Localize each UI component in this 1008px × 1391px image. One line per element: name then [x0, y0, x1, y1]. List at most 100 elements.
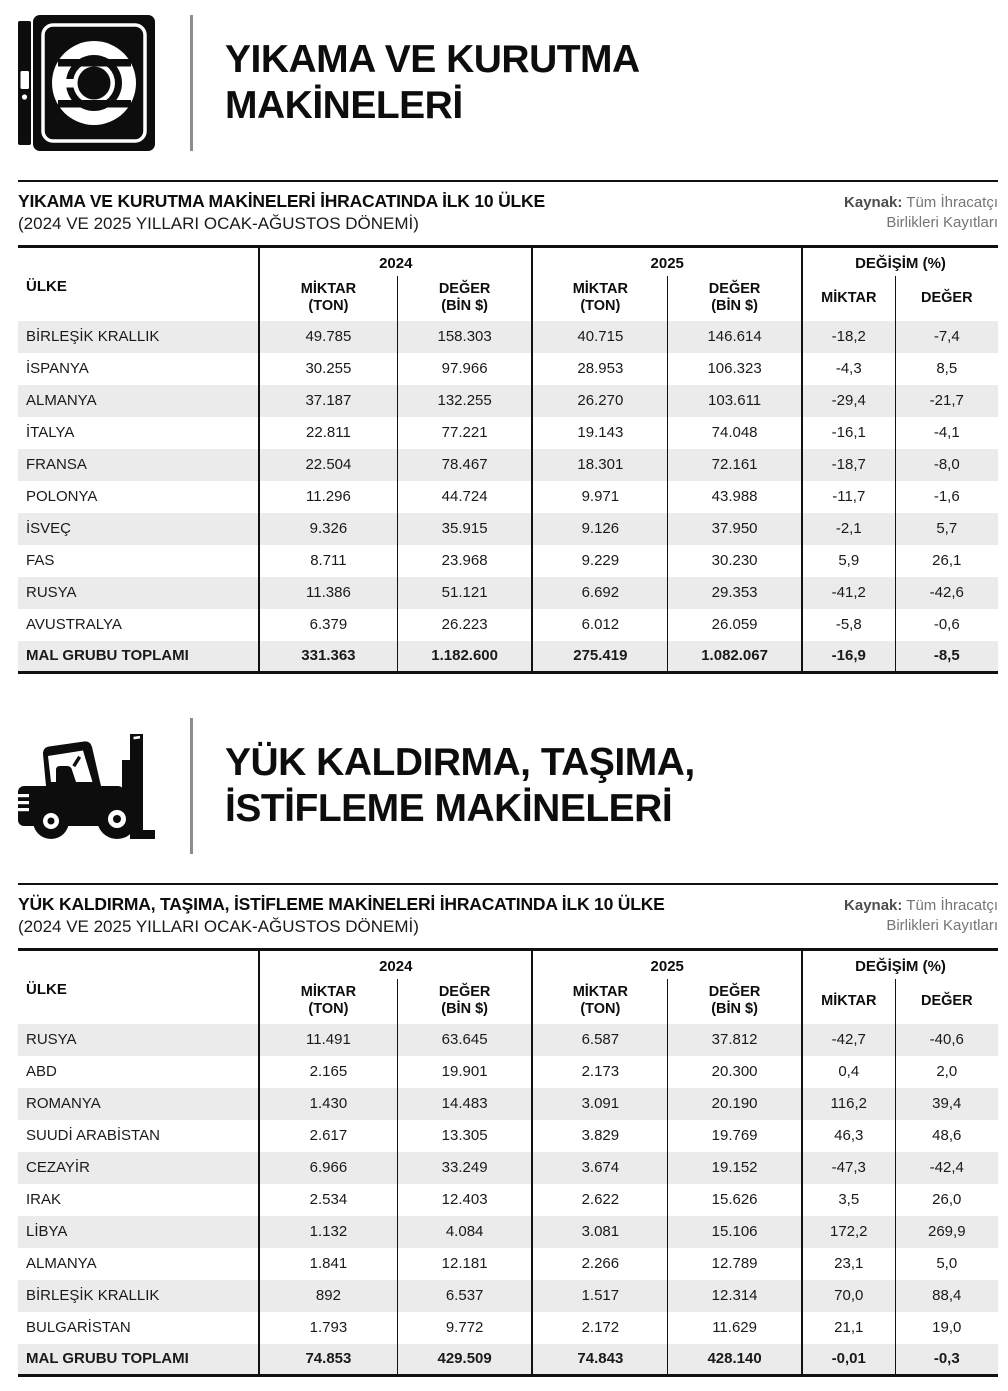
value-cell: -18,7 — [800, 448, 896, 481]
column-header-change-val: DEĞER — [894, 275, 998, 321]
value-cell: 275.419 — [531, 640, 668, 673]
value-cell: 22.504 — [258, 448, 398, 481]
country-cell: RUSYA — [26, 1031, 77, 1048]
value-cell: 428.140 — [667, 1343, 802, 1376]
country-cell: IRAK — [26, 1191, 62, 1208]
value-cell: 3,5 — [800, 1183, 896, 1216]
value-cell: 3.081 — [531, 1215, 668, 1248]
value-cell: 12.181 — [396, 1247, 533, 1280]
header-sub-row: MİKTAR (TON) DEĞER (BİN $) MİKTAR (TON) DEĞ… — [18, 275, 998, 321]
section-rule — [18, 883, 998, 885]
value-cell: 30.230 — [667, 544, 802, 577]
value-cell: -18,2 — [800, 320, 896, 353]
table-title: YÜK KALDIRMA, TAŞIMA, İSTİFLEME MAKİNELE… — [18, 894, 665, 914]
column-header-change-qty: MİKTAR — [800, 978, 896, 1024]
value-cell: 40.715 — [531, 320, 668, 353]
value-cell: -42,4 — [894, 1151, 998, 1184]
value-cell: 20.300 — [667, 1055, 802, 1088]
table-subtitle: (2024 VE 2025 YILLARI OCAK-AĞUSTOS DÖNEM… — [18, 917, 419, 936]
value-cell: 158.303 — [396, 320, 533, 353]
table-row: İTALYA 22.811 77.221 19.143 74.048 -16,1 -4,1 — [18, 416, 998, 449]
value-cell: 892 — [258, 1279, 398, 1312]
country-cell: MAL GRUBU TOPLAMI — [26, 1350, 189, 1368]
column-header-val-2024: DEĞER (BİN $) — [396, 275, 533, 321]
country-cell: CEZAYİR — [26, 1159, 90, 1176]
table-title: YIKAMA VE KURUTMA MAKİNELERİ İHRACATINDA… — [18, 191, 545, 211]
value-cell: 331.363 — [258, 640, 398, 673]
value-cell: 12.403 — [396, 1183, 533, 1216]
value-cell: 43.988 — [667, 480, 802, 513]
value-cell: 9.971 — [531, 480, 668, 513]
source-label: Kaynak: — [844, 897, 903, 914]
value-cell: 2.622 — [531, 1183, 668, 1216]
value-cell: 26,0 — [894, 1183, 998, 1216]
value-cell: -2,1 — [800, 512, 896, 545]
value-cell: 1.793 — [258, 1311, 398, 1344]
value-cell: 49.785 — [258, 320, 398, 353]
value-cell: 6.379 — [258, 608, 398, 641]
value-cell: 44.724 — [396, 480, 533, 513]
value-cell: 172,2 — [800, 1215, 896, 1248]
table-total-row: MAL GRUBU TOPLAMI 331.363 1.182.600 275.419… — [18, 640, 998, 673]
table-row: FRANSA 22.504 78.467 18.301 72.161 -18,7 -8,0 — [18, 448, 998, 481]
value-cell: 21,1 — [800, 1311, 896, 1344]
table-title-row-forklift: YÜK KALDIRMA, TAŞIMA, İSTİFLEME MAKİNELE… — [18, 894, 998, 937]
value-cell: 106.323 — [667, 352, 802, 385]
source-line1: Kaynak: Tüm İhracatçı — [844, 193, 998, 213]
value-cell: 37.950 — [667, 512, 802, 545]
value-cell: 1.430 — [258, 1087, 398, 1120]
value-cell: 33.249 — [396, 1151, 533, 1184]
value-cell: -0,6 — [894, 608, 998, 641]
value-cell: 23.968 — [396, 544, 533, 577]
table-row: POLONYA 11.296 44.724 9.971 43.988 -11,7 -1,6 — [18, 480, 998, 513]
section-header-washing: YIKAMA VE KURUTMA MAKİNELERİ — [18, 15, 998, 151]
value-cell: -41,2 — [800, 576, 896, 609]
value-cell: 5,9 — [800, 544, 896, 577]
country-cell: RUSYA — [26, 584, 77, 601]
section-title-line2: İSTİFLEME MAKİNELERİ — [225, 787, 673, 830]
table-row: BİRLEŞİK KRALLIK 49.785 158.303 40.715 146.6… — [18, 320, 998, 353]
table-row: ROMANYA 1.430 14.483 3.091 20.190 116,2 39,4 — [18, 1087, 998, 1120]
value-cell: 15.626 — [667, 1183, 802, 1216]
country-cell: FAS — [26, 552, 55, 569]
table-row: FAS 8.711 23.968 9.229 30.230 5,9 26,1 — [18, 544, 998, 577]
section-header-forklift: YÜK KALDIRMA, TAŞIMA, İSTİFLEME MAKİNELE… — [18, 718, 998, 854]
value-cell: 11.491 — [258, 1023, 398, 1056]
country-cell: POLONYA — [26, 488, 98, 505]
value-cell: 3.829 — [531, 1119, 668, 1152]
value-cell: 0,4 — [800, 1055, 896, 1088]
header-group-row: ÜLKE 2024 2025 DEĞİŞİM (%) — [18, 246, 998, 295]
value-cell: -29,4 — [800, 384, 896, 417]
value-cell: -42,7 — [800, 1023, 896, 1056]
country-cell: LİBYA — [26, 1223, 68, 1240]
table-title-block: YIKAMA VE KURUTMA MAKİNELERİ İHRACATINDA… — [18, 191, 545, 234]
value-cell: -4,3 — [800, 352, 896, 385]
value-cell: 3.674 — [531, 1151, 668, 1184]
table-row: BİRLEŞİK KRALLIK 892 6.537 1.517 12.314 70,0 8… — [18, 1279, 998, 1312]
value-cell: 26.270 — [531, 384, 668, 417]
value-cell: 2.172 — [531, 1311, 668, 1344]
value-cell: 6.692 — [531, 576, 668, 609]
value-cell: 1.182.600 — [396, 640, 533, 673]
header-group-row: ÜLKE 2024 2025 DEĞİŞİM (%) — [18, 949, 998, 998]
value-cell: -11,7 — [800, 480, 896, 513]
table-row: ALMANYA 1.841 12.181 2.266 12.789 23,1 5,0 — [18, 1247, 998, 1280]
table-title-row-washing: YIKAMA VE KURUTMA MAKİNELERİ İHRACATINDA… — [18, 191, 998, 234]
value-cell: -8,0 — [894, 448, 998, 481]
value-cell: 15.106 — [667, 1215, 802, 1248]
table-row: SUUDİ ARABİSTAN 2.617 13.305 3.829 19.769 46,… — [18, 1119, 998, 1152]
exports-table-washing: ÜLKE 2024 2025 DEĞİŞİM (%) MİKTAR (TON) D… — [18, 245, 998, 674]
value-cell: 1.841 — [258, 1247, 398, 1280]
table-row: ALMANYA 37.187 132.255 26.270 103.611 -29,4 -2… — [18, 384, 998, 417]
value-cell: 74.048 — [667, 416, 802, 449]
value-cell: 72.161 — [667, 448, 802, 481]
country-cell: AVUSTRALYA — [26, 616, 122, 633]
country-cell: ALMANYA — [26, 1255, 97, 1272]
header-divider — [190, 15, 193, 151]
source-text: Tüm İhracatçı — [906, 194, 998, 211]
source-note: Kaynak: Tüm İhracatçı Birlikleri Kayıtla… — [844, 191, 998, 234]
section-title-washing: YIKAMA VE KURUTMA MAKİNELERİ — [225, 37, 640, 128]
column-header-val-2025: DEĞER (BİN $) — [667, 978, 802, 1024]
value-cell: 88,4 — [894, 1279, 998, 1312]
value-cell: -0,01 — [800, 1343, 896, 1376]
